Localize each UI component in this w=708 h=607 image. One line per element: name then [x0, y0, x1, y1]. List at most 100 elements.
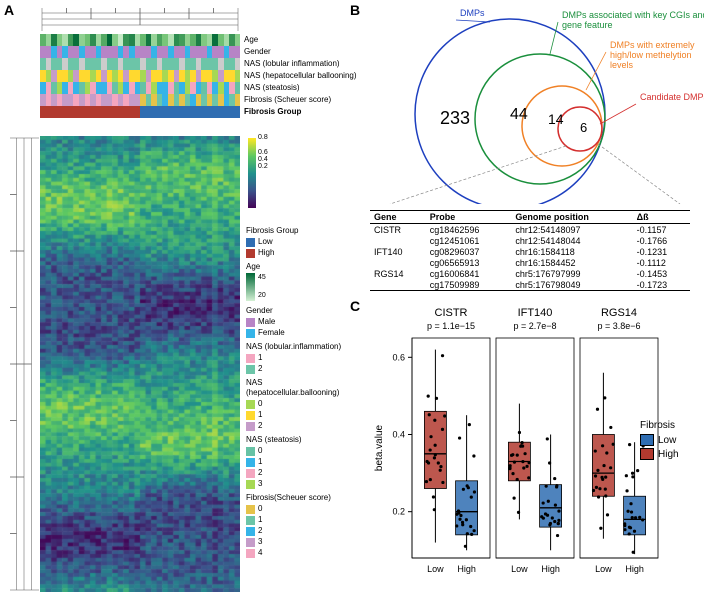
annot-label: Fibrosis (Scheuer score) — [244, 94, 357, 106]
jitter-point — [522, 466, 525, 469]
jitter-point — [553, 477, 556, 480]
jitter-point — [601, 478, 604, 481]
jitter-point — [596, 469, 599, 472]
jitter-point — [602, 464, 605, 467]
table-cell: chr12:54148097 — [511, 224, 632, 236]
colorbar-tick: 0.4 — [258, 156, 268, 163]
legend-swatch — [246, 318, 255, 327]
jitter-point — [429, 435, 432, 438]
legend-label: 0 — [258, 446, 262, 456]
table-row: IFT140cg08296037chr16:1584118-0.1231 — [370, 246, 690, 257]
jitter-point — [596, 408, 599, 411]
legend-label: 3 — [258, 537, 262, 547]
venn-label: DMPs with extremely high/low methelytion… — [610, 40, 704, 70]
legend-swatch — [246, 354, 255, 363]
legend-label: 1 — [258, 353, 262, 363]
legend-item: 1 — [246, 515, 342, 525]
legend-label: Female — [258, 328, 285, 338]
dmp-table: GeneProbeGenome positionΔß CISTRcg184625… — [370, 210, 690, 291]
heatmap-colorbar — [248, 138, 256, 208]
jitter-point — [542, 501, 545, 504]
jitter-point — [527, 476, 530, 479]
legend-item: Female — [246, 328, 342, 338]
jitter-point — [510, 454, 513, 457]
jitter-point — [520, 441, 523, 444]
jitter-point — [461, 523, 464, 526]
legend-item: High — [640, 448, 679, 460]
table-cell: cg16006841 — [426, 268, 512, 279]
legend-label: 1 — [258, 457, 262, 467]
x-tick-label: High — [541, 564, 560, 574]
venn-count: 14 — [548, 111, 564, 127]
jitter-point — [554, 503, 557, 506]
jitter-point — [546, 437, 549, 440]
jitter-point — [598, 487, 601, 490]
annot-label: NAS (hepatocellular ballooning) — [244, 70, 357, 82]
legend-item: Low — [640, 434, 679, 446]
legend-swatch — [246, 411, 255, 420]
jitter-point — [609, 466, 612, 469]
legend-label: High — [258, 248, 274, 258]
table-cell: cg17509989 — [426, 279, 512, 291]
jitter-point — [429, 478, 432, 481]
jitter-point — [604, 488, 607, 491]
legend-swatch — [246, 447, 255, 456]
annot-row-NAS_lob — [40, 58, 240, 70]
jitter-point — [557, 522, 560, 525]
jitter-point — [462, 488, 465, 491]
jitter-point — [441, 354, 444, 357]
annot-row-NAS_ste — [40, 82, 240, 94]
legend-item: 3 — [246, 537, 342, 547]
table-cell: chr16:1584118 — [511, 246, 632, 257]
jitter-point — [468, 423, 471, 426]
legend-item: 0 — [246, 446, 342, 456]
jitter-point — [519, 445, 522, 448]
table-header: Probe — [426, 211, 512, 224]
table-cell: -0.1231 — [633, 246, 690, 257]
jitter-point — [544, 512, 547, 515]
annot-row-NAS_hep — [40, 70, 240, 82]
x-tick-label: Low — [511, 564, 528, 574]
legend-item: 2 — [246, 421, 342, 431]
jitter-point — [437, 461, 440, 464]
jitter-point — [631, 516, 634, 519]
jitter-point — [457, 511, 460, 514]
legend-label: 2 — [258, 364, 262, 374]
annot-row-Fib_score — [40, 94, 240, 106]
legend-label: Low — [658, 435, 676, 446]
jitter-point — [595, 486, 598, 489]
legend-gradient — [246, 273, 255, 301]
x-tick-label: High — [625, 564, 644, 574]
jitter-point — [548, 461, 551, 464]
jitter-point — [540, 515, 543, 518]
legend-title: Fibrosis Group — [246, 226, 342, 236]
jitter-point — [513, 460, 516, 463]
jitter-point — [604, 494, 607, 497]
facet-title: IFT140 — [518, 307, 553, 319]
jitter-point — [521, 460, 524, 463]
venn-count: 233 — [440, 108, 470, 128]
annot-label: Age — [244, 34, 357, 46]
legend-label: 2 — [258, 468, 262, 478]
venn-label: DMPs associated with key CGIs and gene f… — [562, 10, 704, 30]
table-cell: IFT140 — [370, 246, 426, 257]
annot-label: NAS (steatosis) — [244, 82, 357, 94]
jitter-point — [439, 465, 442, 468]
jitter-point — [425, 460, 428, 463]
jitter-point — [469, 525, 472, 528]
legend-swatch — [246, 549, 255, 558]
table-cell: -0.1723 — [633, 279, 690, 291]
jitter-point — [553, 520, 556, 523]
annot-row-Gender — [40, 46, 240, 58]
jitter-point — [516, 478, 519, 481]
panel-a-heatmap: AgeGenderNAS (lobular inflammation)NAS (… — [6, 4, 342, 599]
annot-label: Gender — [244, 46, 357, 58]
table-cell — [370, 235, 426, 246]
x-tick-label: Low — [427, 564, 444, 574]
jitter-point — [556, 534, 559, 537]
annot-label: Fibrosis Group — [244, 106, 357, 118]
table-header: Genome position — [511, 211, 632, 224]
legend-label: 4 — [258, 548, 262, 558]
jitter-point — [432, 495, 435, 498]
jitter-point — [632, 551, 635, 554]
